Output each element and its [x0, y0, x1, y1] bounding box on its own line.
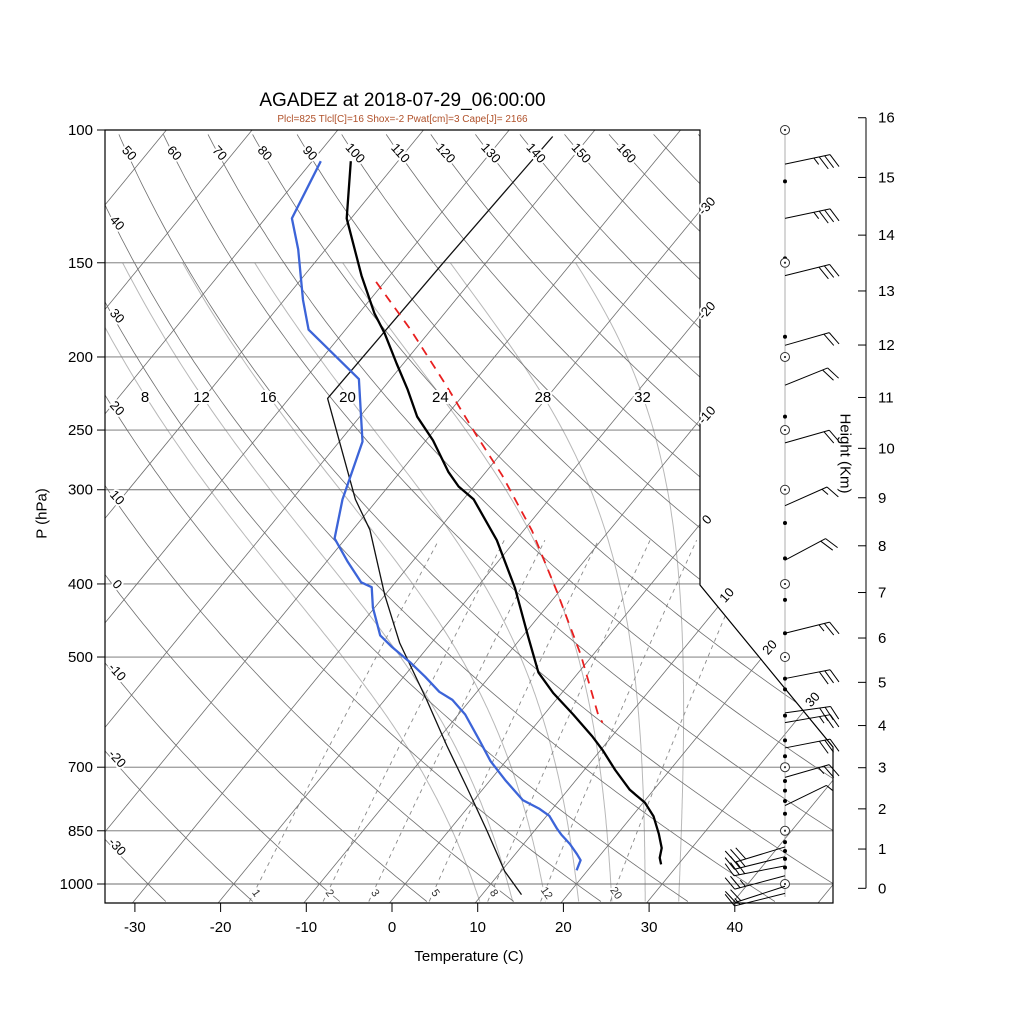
- svg-text:700: 700: [68, 759, 93, 776]
- svg-text:11: 11: [878, 389, 894, 406]
- svg-text:30: 30: [107, 305, 128, 326]
- svg-text:16: 16: [878, 110, 895, 127]
- svg-text:0: 0: [388, 919, 396, 936]
- svg-text:120: 120: [433, 140, 459, 166]
- svg-text:12: 12: [538, 885, 555, 902]
- moist-adiabats: [105, 262, 685, 902]
- svg-text:300: 300: [68, 482, 93, 499]
- svg-text:250: 250: [68, 422, 93, 439]
- parcel-path: [375, 281, 604, 724]
- svg-text:8: 8: [141, 389, 149, 406]
- svg-text:40: 40: [726, 919, 743, 936]
- line-labels: 50 60 70 80 90 100 110 120 130 140 150 160403020100…: [103, 138, 824, 904]
- svg-text:80: 80: [255, 143, 276, 164]
- pressure-gridlines: [105, 129, 833, 885]
- plot-border: [104, 129, 834, 904]
- svg-text:16: 16: [260, 389, 277, 406]
- dewpoint-profile: [290, 160, 582, 871]
- svg-text:-10: -10: [695, 403, 719, 427]
- svg-text:400: 400: [68, 576, 93, 593]
- chart-title: AGADEZ at 2018-07-29_06:00:00: [259, 90, 546, 111]
- svg-text:12: 12: [878, 337, 895, 354]
- svg-text:-30: -30: [124, 919, 146, 936]
- svg-text:-30: -30: [695, 194, 719, 218]
- svg-text:6: 6: [878, 630, 886, 647]
- svg-text:20: 20: [607, 885, 624, 902]
- svg-text:20: 20: [339, 389, 356, 406]
- svg-text:1000: 1000: [60, 876, 93, 893]
- wind-barb-column: [724, 125, 840, 907]
- svg-text:0: 0: [699, 512, 715, 527]
- svg-text:8: 8: [878, 538, 886, 555]
- svg-text:20: 20: [107, 398, 128, 419]
- svg-text:20: 20: [759, 637, 780, 658]
- svg-text:5: 5: [428, 887, 441, 899]
- svg-text:10: 10: [878, 440, 895, 457]
- svg-text:12: 12: [193, 389, 210, 406]
- aux-moist-line: [326, 136, 554, 895]
- svg-text:90: 90: [300, 143, 321, 164]
- svg-text:30: 30: [802, 689, 823, 710]
- svg-text:5: 5: [878, 674, 886, 691]
- mixing-ratio-lines: [248, 539, 759, 902]
- svg-text:32: 32: [634, 389, 651, 406]
- svg-text:110: 110: [388, 140, 413, 165]
- svg-text:3: 3: [878, 760, 886, 777]
- svg-text:50: 50: [119, 143, 140, 164]
- svg-text:10: 10: [469, 919, 486, 936]
- svg-text:850: 850: [68, 823, 93, 840]
- svg-text:3: 3: [368, 887, 381, 899]
- svg-text:10: 10: [716, 585, 737, 606]
- svg-text:24: 24: [432, 389, 449, 406]
- temperature-profile: [345, 161, 663, 865]
- svg-text:0: 0: [878, 880, 886, 897]
- svg-text:8: 8: [487, 887, 500, 899]
- svg-text:-10: -10: [105, 660, 129, 684]
- svg-text:-20: -20: [210, 919, 232, 936]
- svg-text:60: 60: [164, 143, 185, 164]
- temperature-axis-label: Temperature (C): [414, 948, 524, 965]
- svg-text:4: 4: [878, 718, 886, 735]
- chart-subtitle: Plcl=825 Tlcl[C]=16 Shox=-2 Pwat[cm]=3 C…: [277, 114, 528, 125]
- height-axis-label: Height (Km): [836, 413, 854, 494]
- svg-text:1: 1: [878, 841, 886, 858]
- svg-text:28: 28: [535, 389, 552, 406]
- svg-text:100: 100: [343, 140, 369, 166]
- svg-text:14: 14: [878, 227, 895, 244]
- svg-text:100: 100: [68, 122, 93, 139]
- svg-text:13: 13: [878, 283, 895, 300]
- svg-text:-30: -30: [105, 834, 129, 858]
- svg-text:-10: -10: [295, 919, 317, 936]
- svg-text:200: 200: [68, 349, 93, 366]
- svg-text:150: 150: [68, 255, 93, 272]
- svg-text:2: 2: [323, 887, 336, 899]
- svg-text:15: 15: [878, 169, 895, 186]
- svg-text:30: 30: [641, 919, 658, 936]
- svg-text:500: 500: [68, 649, 93, 666]
- svg-text:9: 9: [878, 490, 886, 507]
- svg-text:1: 1: [249, 887, 262, 899]
- pressure-axis-label: P (hPa): [33, 488, 51, 539]
- svg-text:2: 2: [878, 801, 886, 818]
- svg-text:7: 7: [878, 585, 886, 602]
- svg-text:-20: -20: [695, 298, 719, 322]
- svg-text:20: 20: [555, 919, 572, 936]
